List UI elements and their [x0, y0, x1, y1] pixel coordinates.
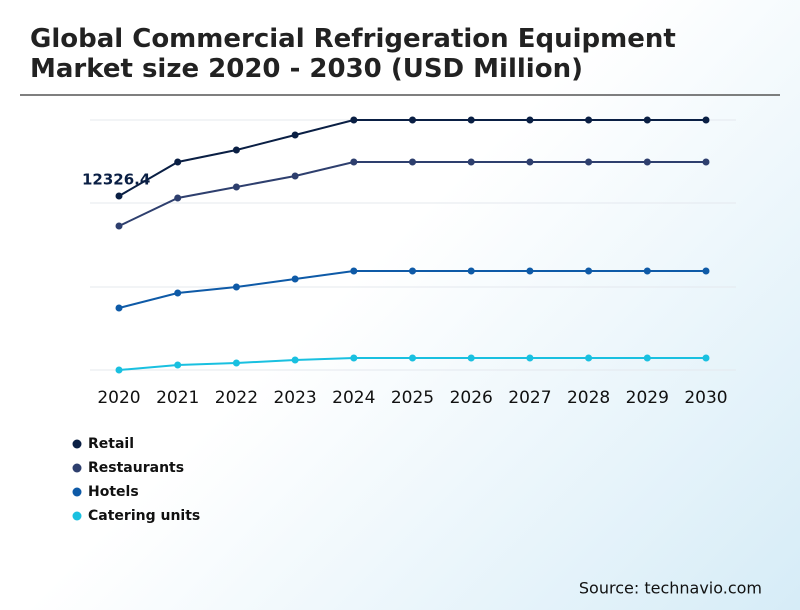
point [174, 158, 182, 166]
x-tick-label: 2028 [567, 388, 610, 408]
point [585, 116, 593, 124]
point [526, 158, 534, 166]
legend-marker [72, 463, 82, 473]
point [409, 158, 416, 166]
point [115, 192, 123, 200]
x-tick-label: 2026 [450, 388, 493, 408]
x-tick-label: 2021 [156, 388, 199, 408]
point [526, 354, 534, 362]
x-tick-label: 2022 [215, 388, 258, 408]
point [702, 267, 710, 275]
point [174, 289, 182, 297]
point [350, 116, 358, 124]
x-tick-label: 2020 [97, 388, 140, 408]
point [585, 267, 593, 275]
point [174, 361, 182, 369]
point [526, 267, 534, 275]
source: Source: technavio.com [579, 579, 762, 598]
legend-marker [72, 487, 82, 497]
point [702, 116, 710, 124]
point [467, 116, 475, 124]
point [467, 267, 475, 275]
point [174, 194, 182, 202]
legend-label: Restaurants [88, 460, 184, 476]
point [115, 366, 123, 374]
x-tick-label: 2027 [508, 388, 551, 408]
series-line [118, 160, 706, 227]
chart-title: Global Commercial Refrigeration Equipmen… [30, 24, 676, 84]
point [115, 222, 123, 230]
x-tick-label: 2030 [684, 388, 727, 408]
point [643, 158, 651, 166]
point [232, 283, 240, 291]
point [702, 354, 710, 362]
point [409, 354, 416, 362]
point [585, 354, 593, 362]
point [232, 359, 240, 367]
legend-marker [72, 511, 82, 521]
point [291, 131, 299, 139]
point [232, 146, 240, 154]
point [350, 158, 358, 166]
series-line [118, 270, 706, 309]
point [702, 158, 710, 166]
x-tick-label: 2029 [626, 388, 669, 408]
point [585, 158, 593, 166]
point [643, 267, 651, 275]
x-tick-label: 2025 [391, 388, 434, 408]
point [291, 356, 299, 364]
point [526, 116, 534, 124]
point [115, 304, 123, 312]
x-tick-label: 2023 [273, 388, 316, 408]
point [232, 183, 240, 191]
legend-label: Retail [88, 436, 134, 452]
x-tick-label: 2024 [332, 388, 375, 408]
grid [90, 119, 736, 371]
point [350, 354, 358, 362]
point [409, 267, 416, 275]
point [291, 275, 299, 283]
point [467, 158, 475, 166]
series-line [118, 119, 706, 197]
point [643, 354, 651, 362]
point [291, 172, 299, 180]
data-label: 12326.4 [82, 170, 150, 188]
point [409, 116, 416, 124]
point [350, 267, 358, 275]
legend-marker [72, 439, 82, 449]
legend-label: Catering units [88, 508, 200, 524]
point [467, 354, 475, 362]
point [643, 116, 651, 124]
legend-label: Hotels [88, 484, 139, 500]
